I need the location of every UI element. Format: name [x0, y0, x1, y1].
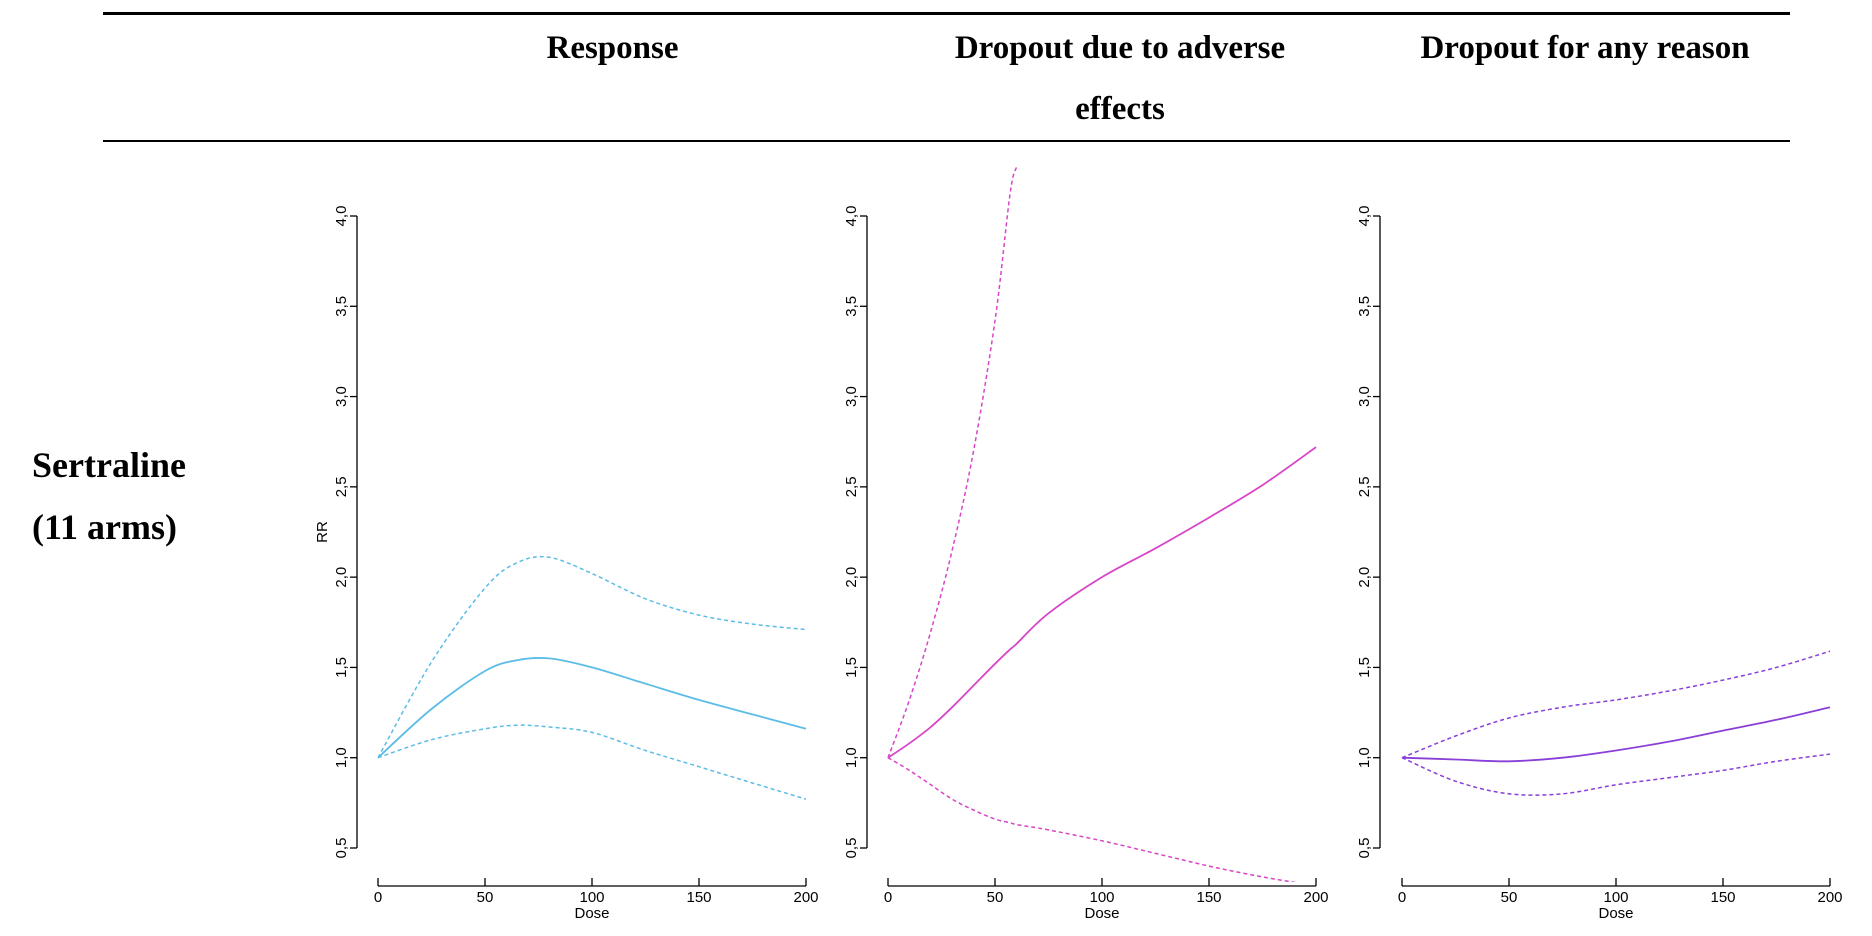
y-tick-label: 2,0 — [843, 567, 860, 588]
y-tick-label: 2,5 — [843, 476, 860, 497]
y-tick-label: 3,5 — [1356, 296, 1373, 317]
y-tick-label: 2,0 — [333, 567, 350, 588]
y-tick-label: 3,0 — [1356, 386, 1373, 407]
y-tick-label: 3,0 — [333, 386, 350, 407]
x-tick-label: 150 — [1710, 889, 1735, 906]
x-tick-label: 0 — [1398, 889, 1406, 906]
upper-ci-line — [377, 555, 807, 759]
chart-panel-1: 0,5 1,0 1,5 2,0 2,5 3,0 3,5 4,0 RR 0 50 100 150 200 Do… — [314, 206, 819, 922]
x-tick-label: 150 — [1196, 889, 1221, 906]
y-axis-label: RR — [314, 521, 331, 543]
x-tick-label: 150 — [686, 889, 711, 906]
estimate-line — [887, 446, 1317, 759]
column-header-dropout-adverse: Dropout due to adverse effects — [954, 30, 1286, 127]
y-tick-label: 1,0 — [843, 747, 860, 768]
x-tick-label: 200 — [1817, 889, 1842, 906]
lower-ci-line — [887, 757, 1297, 882]
table-header-rule — [103, 140, 1790, 142]
x-tick-label: 50 — [1501, 889, 1518, 906]
y-tick-label: 1,5 — [843, 657, 860, 678]
row-label-sertraline: Sertraline (11 arms) — [32, 434, 186, 558]
chart-panel-2: 0,5 1,0 1,5 2,0 2,5 3,0 3,5 4,0 0 50 100 150 200 Dose — [843, 166, 1329, 922]
series-group — [887, 166, 1317, 882]
y-tick-label: 0,5 — [1356, 838, 1373, 859]
y-tick-label: 0,5 — [843, 838, 860, 859]
table-top-rule — [103, 12, 1790, 15]
x-tick-label: 200 — [1303, 889, 1328, 906]
x-tick-label: 0 — [374, 889, 382, 906]
x-tick-label: 50 — [987, 889, 1004, 906]
y-tick-label: 1,0 — [333, 747, 350, 768]
lower-ci-line — [377, 724, 807, 800]
x-tick-label: 100 — [1603, 889, 1628, 906]
x-tick-label: 100 — [1089, 889, 1114, 906]
y-tick-label: 3,5 — [843, 296, 860, 317]
y-tick-label: 0,5 — [333, 838, 350, 859]
chart-panel-3: 0,5 1,0 1,5 2,0 2,5 3,0 3,5 4,0 0 50 100 150 200 Dose — [1356, 206, 1843, 922]
y-tick-label: 2,5 — [1356, 476, 1373, 497]
x-axis-label: Dose — [574, 905, 609, 922]
x-tick-label: 200 — [793, 889, 818, 906]
x-tick-label: 0 — [884, 889, 892, 906]
x-axis-label: Dose — [1084, 905, 1119, 922]
x-tick-label: 50 — [477, 889, 494, 906]
y-tick-label: 1,5 — [333, 657, 350, 678]
y-tick-label: 1,0 — [1356, 747, 1373, 768]
y-tick-label: 4,0 — [1356, 206, 1373, 227]
y-tick-label: 3,5 — [333, 296, 350, 317]
y-tick-label: 2,5 — [333, 476, 350, 497]
series-group — [1401, 650, 1831, 796]
y-tick-label: 4,0 — [843, 206, 860, 227]
y-tick-label: 2,0 — [1356, 567, 1373, 588]
y-tick-label: 3,0 — [843, 386, 860, 407]
column-header-dropout-any: Dropout for any reason — [1420, 30, 1750, 66]
estimate-line — [1401, 706, 1831, 763]
upper-ci-line — [887, 166, 1018, 758]
y-tick-label: 4,0 — [333, 206, 350, 227]
x-axis-label: Dose — [1598, 905, 1633, 922]
upper-ci-line — [1401, 650, 1831, 759]
column-header-response: Response — [546, 30, 679, 66]
estimate-line — [377, 656, 807, 759]
series-group — [377, 555, 807, 800]
y-tick-label: 1,5 — [1356, 657, 1373, 678]
row-label-drug: Sertraline — [32, 445, 186, 485]
x-tick-label: 100 — [579, 889, 604, 906]
row-label-arms: (11 arms) — [32, 507, 177, 547]
lower-ci-line — [1401, 753, 1831, 796]
